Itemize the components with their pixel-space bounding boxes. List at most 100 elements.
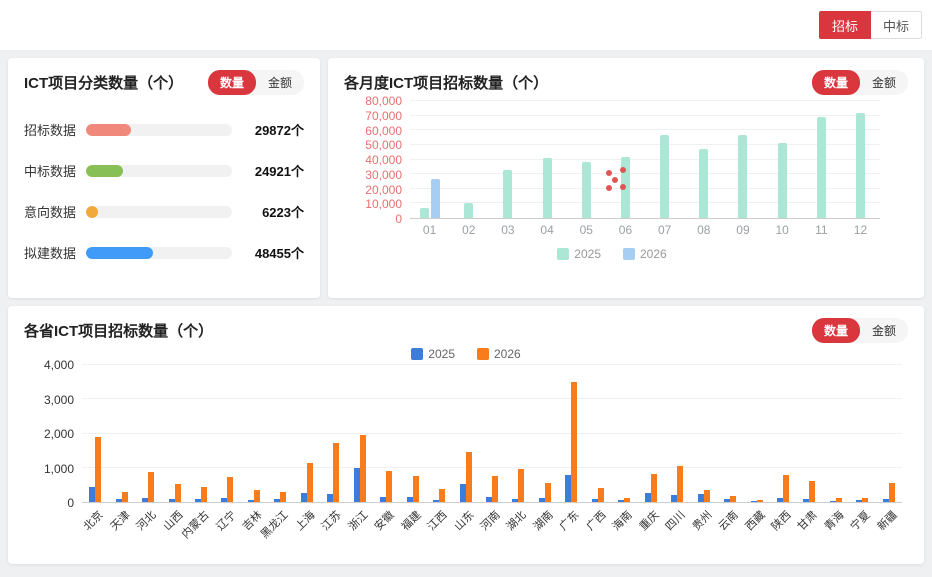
bar-2025-湖北[interactable] <box>512 498 519 502</box>
legend-item-2026[interactable]: 2026 <box>623 247 667 261</box>
bar-2025-08[interactable] <box>699 149 709 218</box>
x-axis-label: 广西 <box>584 509 609 534</box>
bar-2025-安徽[interactable] <box>380 496 387 502</box>
bar-2026-山东[interactable] <box>465 452 472 502</box>
bar-2026-云南[interactable] <box>730 495 737 502</box>
bar-2025-广东[interactable] <box>565 474 572 502</box>
bar-2025-04[interactable] <box>542 158 552 218</box>
bar-2026-陕西[interactable] <box>783 474 789 502</box>
bar-2025-四川[interactable] <box>671 495 678 502</box>
bar-2025-西藏[interactable] <box>750 500 757 502</box>
bar-2025-河北[interactable] <box>142 497 149 502</box>
legend-item-2026[interactable]: 2026 <box>477 347 521 361</box>
bar-2026-内蒙古[interactable] <box>201 486 208 502</box>
bar-2026-湖北[interactable] <box>518 469 525 502</box>
bar-2026-浙江[interactable] <box>359 435 366 502</box>
bar-2026-01[interactable] <box>430 178 440 218</box>
bar-2026-青海[interactable] <box>835 497 842 502</box>
bar-2025-湖南[interactable] <box>538 497 545 502</box>
bar-2025-黑龙江[interactable] <box>274 498 281 502</box>
bar-2025-03[interactable] <box>503 169 513 218</box>
x-axis-cell: 04 <box>528 219 567 241</box>
bar-2025-新疆[interactable] <box>882 498 889 502</box>
legend-item-2025[interactable]: 2025 <box>411 347 455 361</box>
bar-2025-12[interactable] <box>855 112 865 218</box>
bar-2026-辽宁[interactable] <box>227 477 234 502</box>
bar-2026-北京[interactable] <box>95 436 102 502</box>
bar-2026-西藏[interactable] <box>756 499 763 502</box>
bar-2025-北京[interactable] <box>89 486 96 502</box>
legend-item-2025[interactable]: 2025 <box>557 247 601 261</box>
x-axis-label: 河南 <box>478 509 503 534</box>
bar-2025-09[interactable] <box>738 134 748 218</box>
bar-2025-江西[interactable] <box>433 499 440 502</box>
monthly-toggle-amount[interactable]: 金额 <box>860 70 908 95</box>
bar-2025-甘肃[interactable] <box>803 498 810 502</box>
bar-2025-07[interactable] <box>660 134 670 218</box>
y-axis-label: 0 <box>67 496 74 510</box>
x-axis-cell: 天津 <box>108 503 134 551</box>
monthly-toggle-count[interactable]: 数量 <box>811 70 860 95</box>
x-axis-label: 宁夏 <box>848 509 873 534</box>
bar-2026-甘肃[interactable] <box>809 481 816 502</box>
bar-2025-福建[interactable] <box>406 496 413 502</box>
bar-2026-福建[interactable] <box>412 476 419 502</box>
bar-2025-山西[interactable] <box>168 499 175 502</box>
bar-2025-山东[interactable] <box>459 484 466 502</box>
bar-group-青海 <box>823 365 849 502</box>
bar-2026-新疆[interactable] <box>888 482 895 502</box>
bar-2026-重庆[interactable] <box>650 473 657 502</box>
bar-2026-安徽[interactable] <box>386 471 393 502</box>
bar-2025-吉林[interactable] <box>247 499 254 502</box>
bar-2025-江苏[interactable] <box>327 494 334 502</box>
bar-2025-海南[interactable] <box>618 499 625 502</box>
bar-2025-02[interactable] <box>464 203 474 218</box>
bar-2025-宁夏[interactable] <box>856 499 863 502</box>
x-axis-label: 江西 <box>425 509 450 534</box>
category-toggle-amount[interactable]: 金额 <box>256 70 304 95</box>
bar-2025-辽宁[interactable] <box>221 497 228 502</box>
bar-2026-江苏[interactable] <box>333 442 340 502</box>
bar-2025-河南[interactable] <box>486 496 493 502</box>
bar-2026-宁夏[interactable] <box>862 497 869 502</box>
bar-2026-上海[interactable] <box>306 462 313 502</box>
bar-2025-05[interactable] <box>581 162 591 218</box>
monthly-bars <box>410 101 880 218</box>
bar-2026-贵州[interactable] <box>703 490 710 502</box>
y-axis-label: 50,000 <box>365 138 402 153</box>
bar-2026-河北[interactable] <box>148 472 155 502</box>
monthly-chart: 0 10,000 20,000 30,000 40,000 50,000 60,000 70,… <box>344 94 908 261</box>
bar-2025-重庆[interactable] <box>644 493 651 502</box>
bar-2025-01[interactable] <box>419 207 429 218</box>
bar-2026-天津[interactable] <box>121 492 128 502</box>
bar-2025-贵州[interactable] <box>697 494 704 502</box>
tab-zhaobiao[interactable]: 招标 <box>818 11 871 39</box>
category-toggle-count[interactable]: 数量 <box>207 70 256 95</box>
bar-2026-江西[interactable] <box>439 489 446 502</box>
province-toggle-amount[interactable]: 金额 <box>860 318 908 343</box>
bar-2026-吉林[interactable] <box>253 490 260 502</box>
bar-2025-10[interactable] <box>777 143 787 218</box>
bar-2025-云南[interactable] <box>724 498 731 502</box>
bar-2026-广东[interactable] <box>571 382 578 502</box>
bar-2025-上海[interactable] <box>300 493 307 502</box>
bar-2026-山西[interactable] <box>174 484 181 502</box>
x-axis-cell: 江苏 <box>320 503 346 551</box>
bar-2025-内蒙古[interactable] <box>195 498 202 502</box>
bar-2026-四川[interactable] <box>677 466 684 502</box>
bar-2026-黑龙江[interactable] <box>280 491 287 502</box>
bar-2025-天津[interactable] <box>115 499 122 502</box>
bar-2026-河南[interactable] <box>492 476 499 502</box>
bar-2026-海南[interactable] <box>624 497 631 502</box>
bar-2025-11[interactable] <box>816 117 826 218</box>
category-row-track <box>86 164 232 177</box>
province-toggle-count[interactable]: 数量 <box>811 318 860 343</box>
tab-zhongbiao[interactable]: 中标 <box>870 11 922 39</box>
bar-2026-广西[interactable] <box>597 487 604 502</box>
bar-2025-陕西[interactable] <box>777 497 783 502</box>
bar-2025-青海[interactable] <box>829 500 836 502</box>
bar-2025-广西[interactable] <box>591 499 598 502</box>
bar-2026-湖南[interactable] <box>544 483 551 502</box>
bar-2025-浙江[interactable] <box>353 467 360 502</box>
bar-group-吉林 <box>241 365 267 502</box>
